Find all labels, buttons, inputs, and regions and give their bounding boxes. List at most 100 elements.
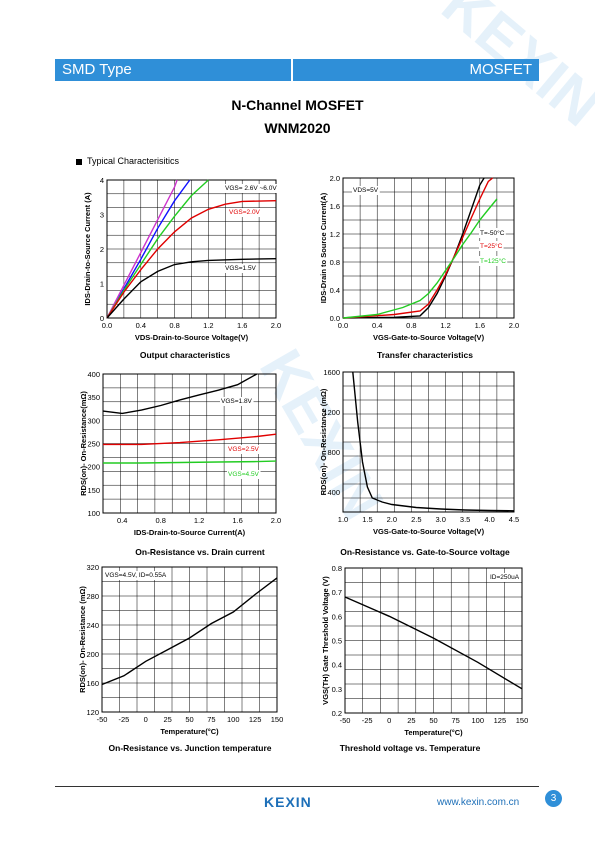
y-tick-label: 240 — [86, 621, 99, 630]
y-tick-label: 0.5 — [332, 637, 342, 646]
y-tick-label: 2.0 — [330, 174, 340, 183]
x-tick-label: 0.4 — [136, 321, 146, 330]
x-tick-label: 0.0 — [102, 321, 112, 330]
series-label: VGS=2.5V — [228, 446, 260, 453]
plot-frame — [106, 179, 277, 319]
y-tick-label: 1.6 — [330, 202, 340, 211]
label-bg — [479, 241, 504, 251]
x-tick-label: 2.0 — [271, 321, 281, 330]
series-line-4 — [106, 258, 277, 319]
y-tick-label: 250 — [87, 440, 100, 449]
y-axis-label: RDS(on)- On-Resistance(mΩ) — [79, 391, 88, 496]
label-bg — [220, 397, 254, 406]
kexin-logo: KEXIN — [264, 794, 312, 810]
series-label: T=125°C — [480, 257, 506, 265]
plot-frame — [342, 177, 515, 319]
series-label: VGS=4.5V, ID=0.55A — [105, 572, 167, 579]
plot-frame — [102, 373, 277, 514]
x-axis-label: VGS-Gate-to-Source Voltage(V) — [373, 527, 485, 536]
y-tick-label: 1 — [100, 280, 104, 289]
x-tick-label: 0.0 — [338, 321, 348, 330]
x-axis-label: VDS-Drain-to-Source Voltage(V) — [135, 333, 249, 342]
y-tick-label: 280 — [86, 592, 99, 601]
y-tick-label: 400 — [87, 370, 100, 379]
y-tick-label: 200 — [86, 650, 99, 659]
y-tick-label: 0.4 — [330, 286, 340, 295]
footer-url[interactable]: www.kexin.com.cn — [437, 797, 520, 808]
x-tick-label: -50 — [340, 716, 351, 725]
x-tick-label: 100 — [471, 716, 484, 725]
series-line-3 — [106, 200, 277, 319]
footer-divider — [55, 786, 539, 787]
y-tick-label: 160 — [86, 679, 99, 688]
y-tick-label: 800 — [327, 448, 340, 457]
series-line-1 — [106, 179, 178, 319]
y-tick-label: 0.8 — [330, 258, 340, 267]
y-tick-label: 3 — [100, 211, 104, 220]
section-heading: Typical Characterisitics — [76, 156, 179, 166]
label-bg — [104, 571, 168, 580]
x-tick-label: 2.0 — [387, 515, 397, 524]
x-tick-label: 2.5 — [411, 515, 421, 524]
x-tick-label: 1.6 — [232, 516, 242, 525]
x-tick-label: 2.0 — [271, 516, 281, 525]
y-tick-label: 200 — [87, 463, 100, 472]
series-label: VGS=1.8V — [221, 398, 253, 405]
label-bg — [224, 264, 258, 273]
x-tick-label: 3.5 — [460, 515, 470, 524]
caption-rds-vgs: On-Resistance vs. Gate-to-Source voltage — [340, 547, 510, 557]
y-tick-label: 0.4 — [332, 661, 342, 670]
plot-frame — [342, 371, 515, 513]
x-tick-label: 150 — [271, 715, 284, 724]
x-tick-label: 1.2 — [440, 321, 450, 330]
x-tick-label: 0 — [387, 716, 391, 725]
chart-rds-vs-vgs: 1.0 1.5 2.0 2.5 3.0 3.5 4.0 4.5 400 800 1200 1600 VG… — [319, 368, 519, 536]
series-line-0 — [352, 371, 515, 512]
x-tick-label: 0.8 — [406, 321, 416, 330]
caption-rds-id: On-Resistance vs. Drain current — [135, 547, 265, 557]
y-tick-label: 0.2 — [332, 709, 342, 718]
x-axis-label: IDS-Drain-to-Source Current(A) — [134, 528, 246, 537]
x-tick-label: -50 — [97, 715, 108, 724]
series-label: ID=250uA — [490, 574, 520, 581]
series-label: VGS= 2.6V ~6.0V — [225, 185, 277, 192]
x-tick-label: 50 — [185, 715, 193, 724]
y-tick-label: 1.2 — [330, 230, 340, 239]
bullet-square-icon — [76, 158, 82, 165]
chart-transfer: 0.0 0.4 0.8 1.2 1.6 2.0 0.0 0.4 0.8 1.2 1.6 2.0 VGS-… — [319, 174, 519, 342]
y-axis-label: RDS(on)- On-Resistance (mΩ) — [78, 586, 87, 693]
y-tick-label: 320 — [86, 563, 99, 572]
x-tick-label: 100 — [227, 715, 240, 724]
y-tick-label: 150 — [87, 486, 100, 495]
label-bg — [489, 573, 521, 582]
y-axis-label: IDS-Drain to Source Current(A) — [319, 192, 328, 303]
y-tick-label: 400 — [327, 488, 340, 497]
chart-output: 0.0 0.4 0.8 1.2 1.6 2.0 0 1 2 3 4 VDS-Drain-to-Sour… — [83, 176, 281, 342]
x-tick-label: 0 — [144, 715, 148, 724]
y-tick-label: 0.0 — [330, 314, 340, 323]
x-tick-label: -25 — [362, 716, 373, 725]
label-bg — [227, 445, 261, 454]
series-label: T=-50°C — [480, 229, 505, 237]
caption-vth-temp: Threshold voltage vs. Temperature — [339, 743, 481, 753]
x-tick-label: 3.0 — [435, 515, 445, 524]
x-tick-label: 1.2 — [203, 321, 213, 330]
y-tick-label: 120 — [86, 708, 99, 717]
x-axis-label: Temperature(°C) — [404, 728, 463, 737]
series-label: VGS=1.5V — [225, 265, 257, 272]
x-tick-label: 1.6 — [475, 321, 485, 330]
y-tick-label: 300 — [87, 416, 100, 425]
x-tick-label: 0.8 — [155, 516, 165, 525]
x-tick-label: 1.6 — [237, 321, 247, 330]
part-number: WNM2020 — [264, 120, 331, 136]
series-line-0 — [102, 373, 258, 415]
y-tick-label: 0.7 — [332, 588, 342, 597]
header-left: SMD Type — [55, 59, 291, 81]
page-number: 3 — [545, 790, 562, 807]
series-label: T=25°C — [480, 242, 503, 250]
x-tick-label: -25 — [118, 715, 129, 724]
x-tick-label: 125 — [494, 716, 507, 725]
y-axis-label: IDS-Drain-to-Source Current (A) — [83, 192, 92, 306]
x-tick-label: 75 — [451, 716, 459, 725]
x-tick-label: 1.2 — [194, 516, 204, 525]
